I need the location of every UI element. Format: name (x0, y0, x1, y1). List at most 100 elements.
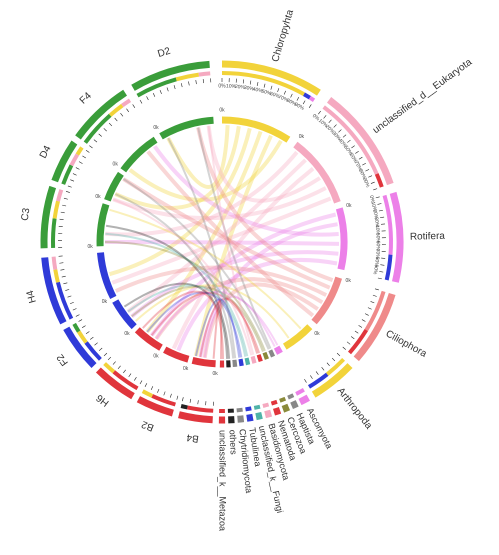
taxon-label: others (227, 429, 238, 455)
taxon-inner-arc (222, 120, 288, 140)
tick-mark (332, 358, 335, 361)
inner-tick-label: 0k (87, 244, 93, 250)
inner-tick-label: 0k (219, 107, 225, 113)
taxon-arc (283, 407, 289, 409)
tick-mark (94, 140, 97, 142)
sample-label: F2 (55, 351, 71, 367)
tick-mark (303, 101, 305, 104)
tick-mark (167, 88, 168, 92)
tick-mark (322, 367, 324, 370)
sample-composition-arc (143, 391, 153, 396)
taxon-composition-arc (377, 174, 382, 187)
sample-label: D4 (38, 144, 54, 161)
tick-mark (140, 100, 142, 103)
tick-mark (108, 357, 111, 360)
tick-mark (243, 79, 244, 83)
tick-mark (63, 283, 67, 284)
tick-mark (347, 342, 350, 344)
tick-mark (126, 109, 128, 112)
taxon-arc (292, 403, 298, 406)
tick-mark (329, 120, 332, 123)
tick-mark (359, 157, 362, 159)
sample-label: F4 (78, 90, 94, 106)
sample-composition-arc (63, 165, 71, 184)
taxon-inner-arc (245, 361, 249, 362)
tick-mark (337, 353, 340, 356)
taxon-label: Chloropyhta (270, 8, 296, 63)
tick-mark (153, 93, 155, 97)
taxon-composition-arc (271, 402, 277, 404)
tick-mark (79, 162, 82, 164)
tick-mark (351, 336, 354, 338)
tick-mark (95, 343, 98, 346)
tick-mark (264, 84, 265, 88)
taxon-composition-arc (288, 395, 293, 397)
taxon-arc (238, 419, 244, 420)
tick-mark (82, 156, 85, 158)
taxon-label: Arthropoda (335, 386, 375, 432)
tick-mark (378, 278, 382, 279)
inner-tick-label: 0k (314, 331, 320, 337)
sample-label: H6 (94, 391, 111, 408)
tick-mark (70, 302, 74, 304)
inner-tick-label: 0k (346, 278, 352, 284)
sample-composition-arc (187, 407, 213, 410)
tick-mark (66, 191, 70, 192)
tick-mark (82, 326, 85, 328)
tick-mark (355, 331, 358, 333)
tick-mark (198, 400, 199, 404)
tick-mark (309, 104, 311, 107)
tick-mark (60, 269, 64, 270)
taxon-composition-arc (304, 94, 310, 98)
sample-label: D2 (156, 46, 172, 60)
inner-tick-label: 0k (95, 194, 101, 200)
tick-mark (380, 217, 384, 218)
sample-inner-arc (165, 350, 189, 360)
taxon-label: Rotifera (410, 231, 446, 243)
tick-mark (257, 82, 258, 86)
sample-composition-arc (71, 155, 77, 166)
tick-mark (133, 104, 135, 107)
tick-mark (291, 94, 293, 98)
tick-mark (157, 389, 159, 393)
tick-mark (86, 331, 89, 333)
sample-composition-arc (181, 406, 187, 407)
tick-mark (129, 374, 131, 377)
percent-tick-label: 90% (361, 177, 371, 189)
inner-tick-label: 0k (212, 371, 218, 377)
tick-mark (343, 135, 346, 138)
tick-mark (304, 379, 306, 382)
taxon-arc (274, 410, 280, 412)
tick-mark (318, 111, 320, 114)
tick-mark (61, 212, 65, 213)
tick-mark (297, 97, 299, 101)
taxon-inner-arc (239, 362, 243, 363)
tick-mark (355, 151, 358, 153)
inner-tick-label: 0k (124, 331, 130, 337)
tick-mark (365, 169, 369, 171)
taxon-inner-arc (270, 353, 274, 355)
tick-mark (134, 377, 136, 380)
tick-mark (151, 386, 153, 390)
tick-mark (351, 146, 354, 148)
inner-tick-label: 0k (299, 134, 305, 140)
taxon-inner-arc (339, 208, 344, 269)
tick-mark (109, 123, 112, 126)
tick-mark (338, 130, 341, 133)
tick-mark (160, 90, 162, 94)
tick-mark (334, 125, 337, 128)
taxon-label: unclassified_k__Metazoa (218, 430, 228, 531)
tick-mark (62, 276, 66, 277)
tick-mark (362, 163, 366, 165)
tick-mark (373, 189, 377, 190)
tick-mark (73, 308, 77, 310)
taxon-composition-arc (385, 195, 391, 254)
tick-mark (271, 86, 272, 90)
taxon-composition-arc (246, 408, 252, 409)
tick-mark (79, 320, 82, 322)
tick-mark (68, 186, 72, 187)
tick-mark (70, 180, 74, 182)
inner-tick-label: 0k (346, 203, 352, 209)
tick-mark (60, 219, 64, 220)
